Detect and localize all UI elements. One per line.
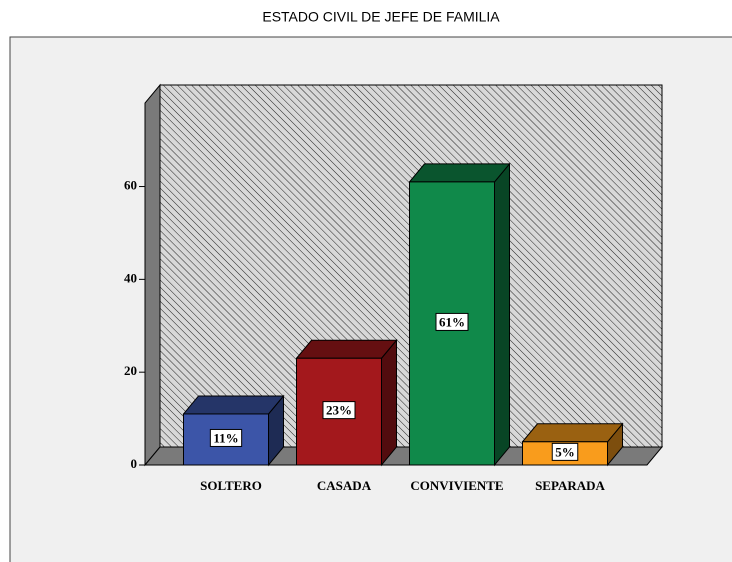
bar-side	[381, 338, 397, 467]
bar-top	[408, 163, 511, 183]
data-label: 23%	[326, 403, 352, 418]
data-label: 11%	[213, 430, 238, 445]
data-label: 61%	[439, 314, 465, 329]
x-tick-label: CONVIVIENTE	[410, 478, 503, 493]
y-tick-label: 0	[131, 456, 138, 471]
y-tick-label: 40	[124, 270, 137, 285]
side-wall	[144, 83, 161, 467]
data-label-box	[551, 442, 579, 461]
bar-side	[494, 162, 510, 467]
y-tick-label: 20	[124, 363, 137, 378]
x-tick-label: SOLTERO	[200, 478, 262, 493]
bar-top	[295, 339, 398, 359]
chart-title: ESTADO CIVIL DE JEFE DE FAMILIA	[262, 9, 500, 25]
x-tick-label: SEPARADA	[535, 478, 605, 493]
data-label-box	[435, 312, 469, 331]
y-tick-label: 60	[124, 178, 137, 193]
x-tick-label: CASADA	[317, 478, 372, 493]
bar-top	[182, 395, 285, 415]
bar-top	[521, 423, 624, 443]
data-label-box	[209, 428, 243, 447]
data-label: 5%	[555, 444, 575, 459]
data-label-box	[322, 401, 356, 420]
